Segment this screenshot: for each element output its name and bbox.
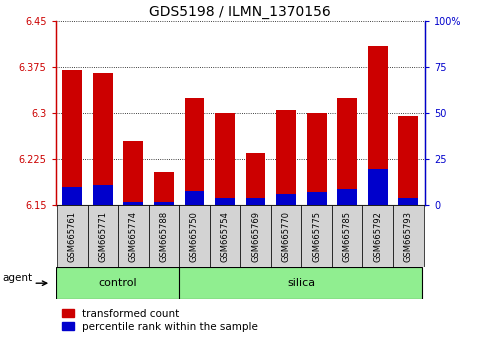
Bar bbox=[93, 185, 113, 205]
Bar bbox=[215, 198, 235, 205]
Bar bbox=[93, 73, 113, 205]
Bar bbox=[241, 205, 271, 267]
Bar bbox=[154, 172, 174, 205]
Bar bbox=[362, 205, 393, 267]
Text: GSM665771: GSM665771 bbox=[99, 211, 107, 262]
Bar bbox=[215, 113, 235, 205]
Text: agent: agent bbox=[3, 273, 33, 284]
Text: GSM665788: GSM665788 bbox=[159, 211, 169, 262]
Text: GSM665792: GSM665792 bbox=[373, 211, 382, 262]
Bar bbox=[307, 193, 327, 205]
Text: GSM665774: GSM665774 bbox=[129, 211, 138, 262]
Text: control: control bbox=[99, 278, 138, 288]
Bar bbox=[154, 202, 174, 205]
Bar bbox=[332, 205, 362, 267]
Bar bbox=[307, 113, 327, 205]
Bar bbox=[393, 205, 424, 267]
Text: GSM665785: GSM665785 bbox=[342, 211, 352, 262]
Bar bbox=[185, 190, 204, 205]
Bar bbox=[276, 110, 296, 205]
Bar bbox=[124, 202, 143, 205]
Bar bbox=[62, 187, 82, 205]
Text: GSM665793: GSM665793 bbox=[404, 211, 413, 262]
Text: GSM665769: GSM665769 bbox=[251, 211, 260, 262]
Bar bbox=[301, 205, 332, 267]
Title: GDS5198 / ILMN_1370156: GDS5198 / ILMN_1370156 bbox=[149, 5, 331, 19]
Bar bbox=[246, 198, 266, 205]
Bar bbox=[398, 198, 418, 205]
Bar bbox=[179, 205, 210, 267]
Bar bbox=[246, 153, 266, 205]
Bar bbox=[124, 141, 143, 205]
Text: GSM665754: GSM665754 bbox=[221, 211, 229, 262]
Bar bbox=[368, 46, 388, 205]
Text: GSM665770: GSM665770 bbox=[282, 211, 291, 262]
Text: silica: silica bbox=[287, 278, 315, 288]
Bar bbox=[185, 98, 204, 205]
Bar bbox=[368, 169, 388, 205]
Text: GSM665761: GSM665761 bbox=[68, 211, 77, 262]
Bar bbox=[118, 205, 149, 267]
Text: GSM665775: GSM665775 bbox=[312, 211, 321, 262]
Legend: transformed count, percentile rank within the sample: transformed count, percentile rank withi… bbox=[57, 304, 263, 336]
Bar bbox=[57, 205, 87, 267]
Bar bbox=[62, 70, 82, 205]
Bar bbox=[276, 194, 296, 205]
Bar bbox=[398, 116, 418, 205]
Bar bbox=[87, 205, 118, 267]
Text: GSM665750: GSM665750 bbox=[190, 211, 199, 262]
Bar bbox=[210, 205, 241, 267]
Bar bbox=[337, 98, 357, 205]
Bar bbox=[271, 205, 301, 267]
Bar bbox=[337, 189, 357, 205]
Bar bbox=[149, 205, 179, 267]
